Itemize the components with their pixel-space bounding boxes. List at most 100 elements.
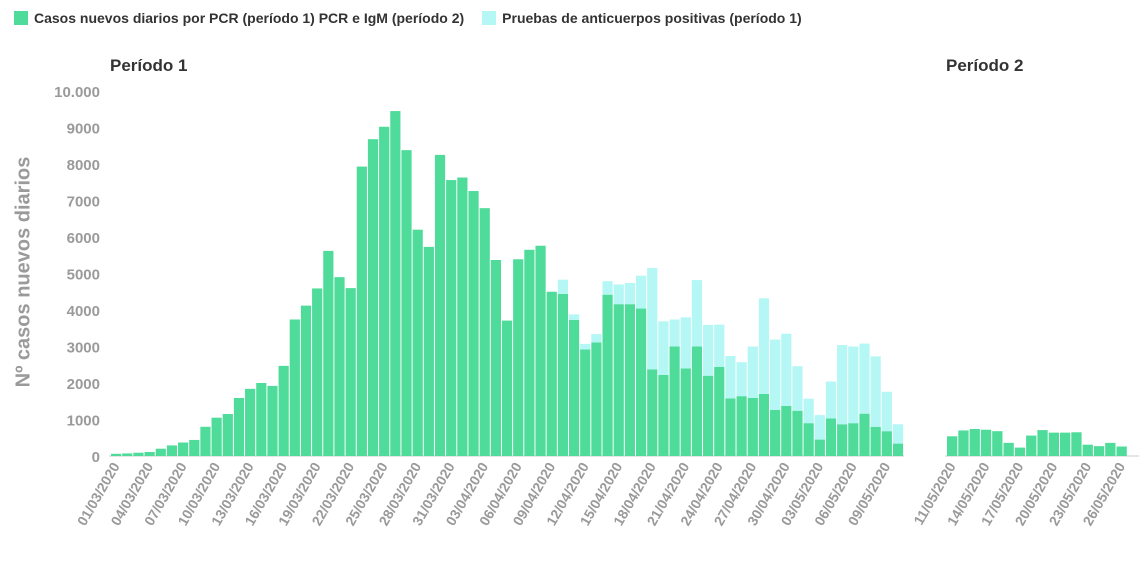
- period1-bar-pcr: [524, 249, 535, 456]
- period1-bar-pcr: [703, 375, 714, 456]
- period1-bar-pcr: [457, 177, 468, 456]
- period2-bar-pcr: [1026, 435, 1037, 456]
- period2-bar-pcr: [969, 428, 980, 456]
- period1-bar-pcr: [870, 426, 881, 456]
- period2-bar-pcr: [958, 430, 969, 456]
- period1-bar-pcr: [446, 180, 457, 456]
- period1-bar-pcr: [658, 374, 669, 456]
- period1-bar-pcr: [312, 288, 323, 456]
- y-tick-label: 10.000: [54, 84, 100, 101]
- period1-bar-pcr: [300, 305, 312, 456]
- period1-bar-pcr: [479, 208, 490, 456]
- period2-bar-pcr: [947, 436, 958, 456]
- period1-bar-antibody: [580, 343, 591, 350]
- y-tick-label: 7000: [67, 194, 100, 211]
- period1-bar-pcr: [289, 319, 300, 456]
- period1-bar-pcr: [513, 259, 524, 456]
- period1-bar-pcr: [591, 342, 602, 456]
- period1-bar-pcr: [635, 308, 647, 456]
- period1-bar-antibody: [892, 424, 904, 444]
- period1-bar-antibody: [747, 346, 758, 398]
- period-2-title: Período 2: [946, 56, 1024, 75]
- period-1-title: Período 1: [110, 56, 188, 75]
- period2-bar-pcr: [1003, 442, 1014, 456]
- period1-bar-pcr: [680, 368, 691, 456]
- period1-bar-antibody: [825, 381, 837, 419]
- period1-bar-antibody: [725, 355, 736, 399]
- period1-bar-pcr: [669, 346, 680, 456]
- period1-bar-pcr: [122, 453, 133, 456]
- period1-bar-pcr: [379, 126, 390, 457]
- period1-bar-pcr: [691, 346, 703, 456]
- period1-bar-pcr: [222, 414, 233, 456]
- y-tick-label: 0: [92, 449, 100, 466]
- period1-bar-pcr: [602, 294, 613, 456]
- period1-bar-pcr: [647, 369, 658, 456]
- period1-bar-antibody: [714, 324, 725, 367]
- period1-bar-pcr: [580, 349, 591, 456]
- legend-swatch-antibody: [482, 11, 497, 25]
- legend-label-pcr: Casos nuevos diarios por PCR (período 1)…: [34, 10, 465, 26]
- period1-bar-pcr: [803, 423, 814, 456]
- period1-bar-pcr: [714, 366, 725, 456]
- period1-bar-antibody: [647, 268, 658, 370]
- period1-bar-pcr: [468, 191, 479, 456]
- period2-bar-pcr: [1093, 446, 1105, 456]
- period1-bar-pcr: [233, 397, 245, 456]
- period1-bar-pcr: [546, 291, 557, 456]
- period1-bar-antibody: [635, 275, 647, 309]
- period2-bar-pcr: [1037, 430, 1048, 456]
- period1-bar-pcr: [111, 453, 122, 456]
- period1-bar-pcr: [256, 383, 267, 456]
- period1-bar-pcr: [736, 396, 747, 456]
- period2-bar-pcr: [1014, 447, 1026, 456]
- legend-swatch-pcr: [14, 11, 28, 25]
- period1-bar-pcr: [401, 150, 412, 456]
- period1-bar-antibody: [848, 346, 859, 424]
- period1-bar-pcr: [189, 439, 200, 456]
- period1-bar-antibody: [703, 324, 714, 376]
- period2-bar-pcr: [1060, 432, 1071, 456]
- period2-bar-pcr: [992, 431, 1003, 456]
- y-tick-label: 4000: [67, 303, 100, 320]
- period1-bar-pcr: [837, 424, 848, 456]
- period1-bar-antibody: [736, 362, 747, 397]
- period1-bar-antibody: [792, 366, 803, 411]
- period1-bar-antibody: [568, 314, 580, 320]
- legend-label-antibody: Pruebas de anticuerpos positivas (períod…: [502, 10, 802, 26]
- period1-bar-pcr: [758, 393, 770, 456]
- period1-bar-pcr: [133, 452, 144, 456]
- period1-bar-antibody: [859, 343, 870, 414]
- legend-item-antibody: Pruebas de anticuerpos positivas (períod…: [482, 10, 802, 26]
- period1-bar-antibody: [781, 333, 792, 406]
- y-tick-label: 6000: [67, 230, 100, 247]
- y-tick-label: 1000: [67, 413, 100, 430]
- period1-bar-antibody: [803, 398, 814, 424]
- period1-bar-pcr: [166, 445, 178, 456]
- period1-bar-antibody: [870, 356, 881, 427]
- period1-bar-pcr: [848, 423, 859, 456]
- period1-bar-pcr: [200, 426, 211, 456]
- period1-bar-pcr: [390, 111, 401, 456]
- period1-bar-pcr: [345, 288, 356, 456]
- period1-bar-antibody: [557, 279, 568, 294]
- period1-bar-pcr: [334, 277, 345, 456]
- period1-bar-pcr: [825, 418, 837, 456]
- period1-bar-pcr: [356, 166, 367, 456]
- period1-bar-pcr: [613, 304, 624, 456]
- period1-bar-antibody: [658, 321, 669, 375]
- period1-bar-antibody: [691, 280, 703, 347]
- chart-legend: Casos nuevos diarios por PCR (período 1)…: [14, 10, 802, 26]
- period1-bar-pcr: [178, 442, 189, 456]
- period1-bar-pcr: [568, 319, 580, 456]
- period1-bar-antibody: [591, 334, 602, 343]
- y-tick-label: 8000: [67, 157, 100, 174]
- period1-bar-antibody: [669, 319, 680, 347]
- period1-bar-pcr: [892, 443, 904, 456]
- period1-bar-pcr: [490, 259, 501, 456]
- period1-bar-antibody: [881, 391, 892, 432]
- period1-bar-antibody: [758, 298, 770, 394]
- period1-bar-pcr: [747, 397, 758, 456]
- period1-bar-pcr: [624, 304, 636, 456]
